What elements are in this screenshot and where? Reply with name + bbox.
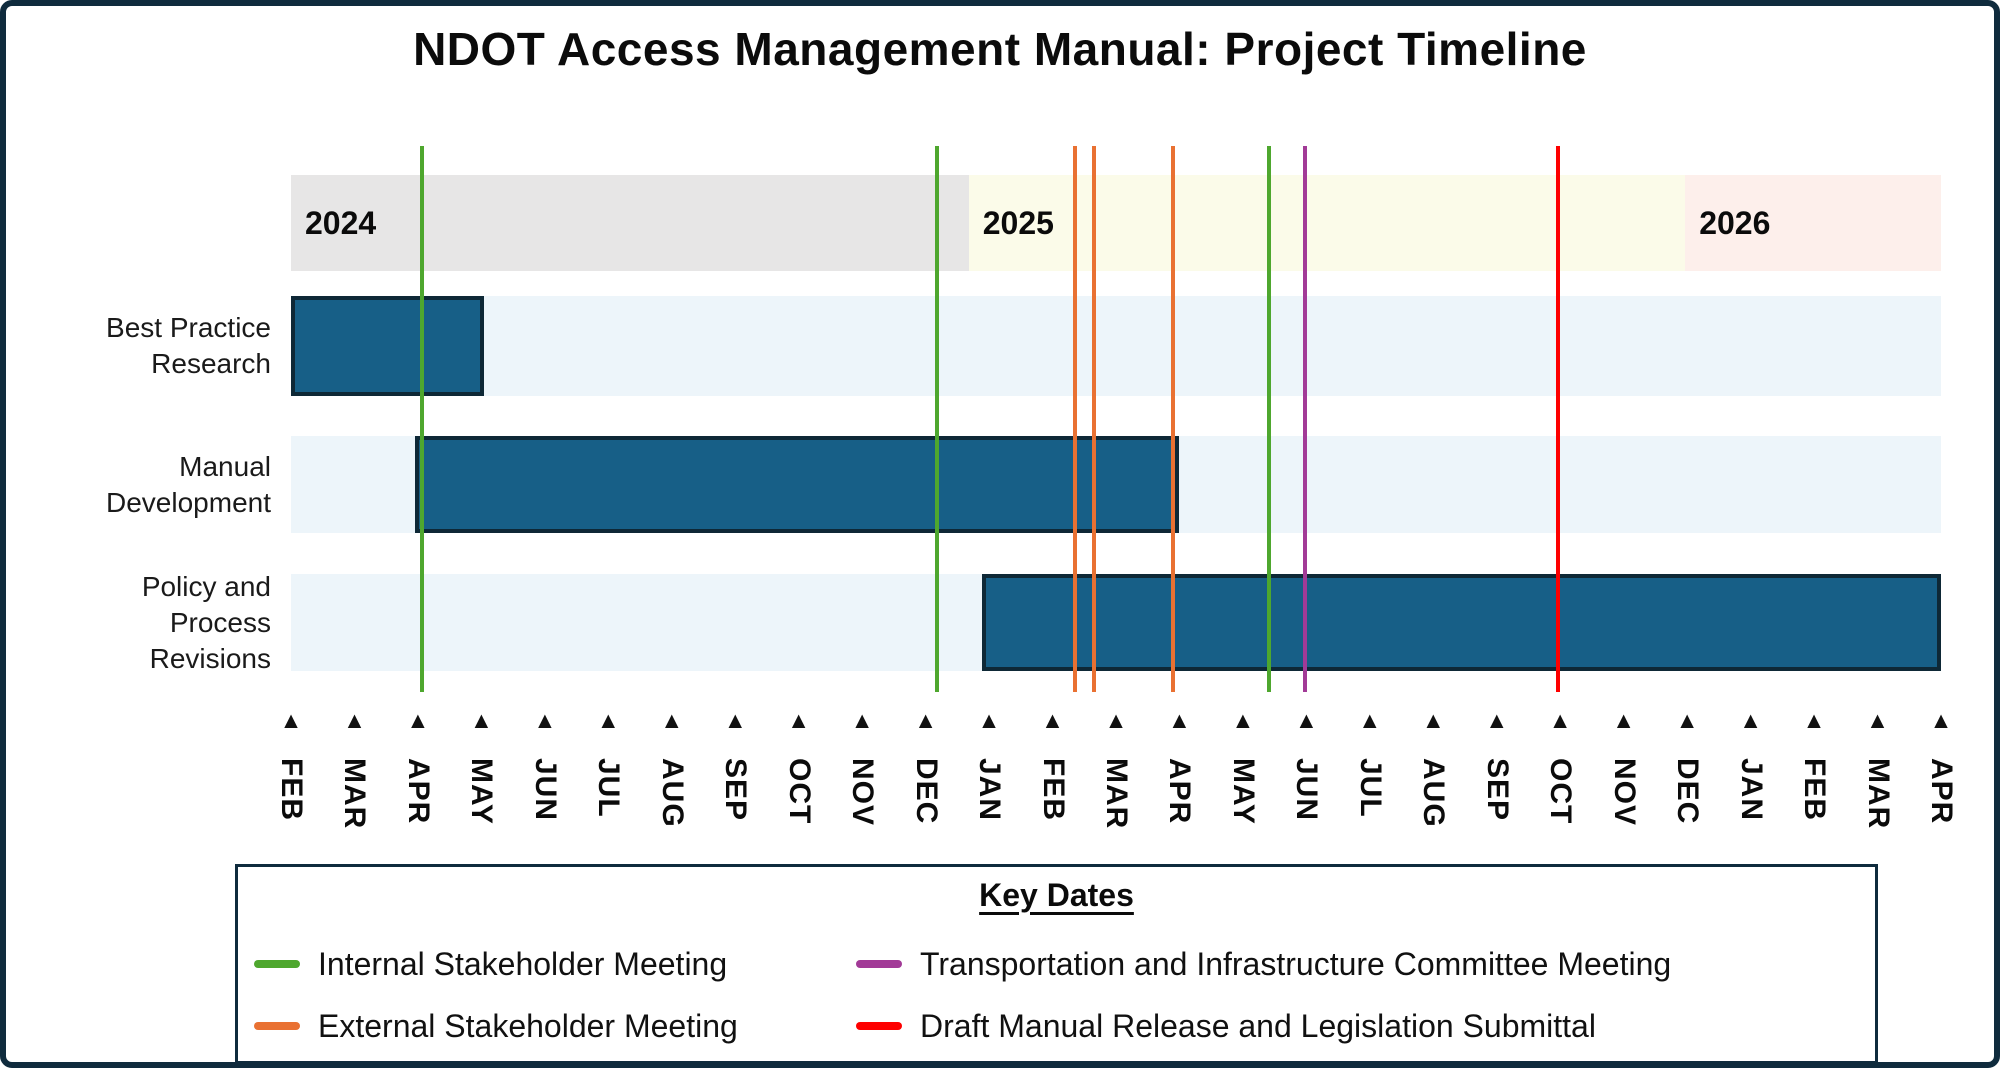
axis-tick-marker: ▲ [723,707,747,733]
axis-tick-marker: ▲ [1485,707,1509,733]
axis-tick-marker: ▲ [787,707,811,733]
axis-tick-marker: ▲ [1358,707,1382,733]
month-label: JUL [592,758,626,818]
legend-item-committee: Transportation and Infrastructure Commit… [856,944,1671,984]
event-line [1303,146,1308,692]
legend-item-external: External Stakeholder Meeting [254,1006,738,1046]
month-label: JUL [1353,758,1387,818]
task-label-line: Manual [179,450,271,482]
task-label-line: Revisions [149,642,271,674]
month-label: JAN [973,758,1007,822]
year-band-2024: 2024 [291,175,969,271]
month-label: NOV [1607,758,1641,827]
chart-title: NDOT Access Management Manual: Project T… [413,23,1587,75]
axis-tick-marker: ▲ [1294,707,1318,733]
axis-tick-marker: ▲ [1548,707,1572,733]
axis-tick-marker: ▲ [1041,707,1064,733]
axis-tick-marker: ▲ [343,707,366,733]
draft-swatch-icon [856,1022,902,1030]
month-label: MAR [1099,758,1133,830]
axis-tick-marker: ▲ [1612,707,1636,733]
month-label: AUG [655,758,689,828]
axis-tick-marker: ▲ [1421,707,1445,733]
axis-tick-marker: ▲ [596,707,620,733]
task-label-2: Manual Development [26,428,271,541]
axis-tick-marker: ▲ [977,707,1001,733]
axis-tick-marker: ▲ [533,707,557,733]
axis-tick-marker: ▲ [660,707,684,733]
legend-title: Key Dates [979,877,1134,913]
committee-swatch-icon [856,960,902,968]
task-label-line: Research [151,348,271,379]
month-label: FEB [275,758,308,821]
task-label-line: Best Practice [106,312,271,343]
task-bar-1 [291,296,484,396]
axis-tick-marker: ▲ [1104,707,1128,733]
axis-tick-marker: ▲ [1802,707,1826,733]
legend-item-label: External Stakeholder Meeting [318,1007,738,1044]
year-label: 2025 [982,204,1054,241]
month-label: MAY [1226,758,1260,825]
month-label: MAY [465,758,499,825]
year-band-2026: 2026 [1685,175,1941,271]
axis-tick-marker: ▲ [1675,707,1699,733]
axis-tick-marker: ▲ [279,707,303,733]
month-label: JUN [1290,758,1324,822]
axis-tick-marker: ▲ [850,707,874,733]
month-label: JUN [528,758,562,822]
axis-tick-marker: ▲ [406,707,430,733]
external-swatch-icon [254,1022,300,1030]
legend-item-label: Internal Stakeholder Meeting [318,945,728,982]
year-band-2025: 2025 [968,175,1686,271]
legend-item-label: Transportation and Infrastructure Commit… [920,945,1672,982]
axis-tick-marker: ▲ [1866,707,1889,733]
month-label: DEC [909,758,943,825]
event-line [1091,146,1096,692]
month-label: AUG [1417,758,1451,828]
year-label: 2026 [1699,204,1771,241]
month-label: DEC [1671,758,1705,825]
month-label: FEB [1798,758,1832,821]
task-label-3: Policy and Process Revisions [26,566,271,679]
legend-item-draft: Draft Manual Release and Legislation Sub… [856,1006,1596,1046]
legend-item-internal: Internal Stakeholder Meeting [254,944,727,984]
axis-tick-marker: ▲ [1168,707,1191,733]
month-label: SEP [1480,758,1514,822]
task-label-line: Policy and [141,570,271,602]
task-bar-3 [982,574,1941,671]
task-bar-2 [414,436,1179,533]
event-line [1072,146,1077,692]
axis-tick-marker: ▲ [1739,707,1762,733]
internal-swatch-icon [254,960,300,968]
axis-tick-marker: ▲ [1929,707,1953,733]
month-label: APR [1924,758,1958,825]
legend-item-label: Draft Manual Release and Legislation Sub… [920,1007,1596,1044]
month-label: NOV [846,758,880,827]
axis-tick-marker: ▲ [914,707,937,733]
year-label: 2024 [305,204,377,241]
task-label-line: Development [106,486,271,518]
event-line [1171,146,1176,692]
month-label: SEP [719,758,753,822]
task-label-line: Process [169,606,271,638]
month-label: FEB [1036,758,1070,821]
event-line [419,146,424,692]
event-line [1555,146,1560,692]
legend: Key Dates Internal Stakeholder Meeting Ex… [235,864,1878,1062]
month-label: JAN [1734,758,1768,822]
event-line [935,146,940,692]
axis-tick-marker: ▲ [469,707,493,733]
month-label: OCT [782,758,816,825]
month-label: MAR [338,758,372,830]
month-label: APR [401,758,435,825]
axis-tick-marker: ▲ [1231,707,1255,733]
month-label: OCT [1544,758,1578,825]
month-label: MAR [1861,758,1895,830]
event-line [1266,146,1271,692]
task-row-background [291,296,1941,396]
task-label-1: Best Practice Research [26,288,271,404]
month-label: APR [1163,758,1197,825]
